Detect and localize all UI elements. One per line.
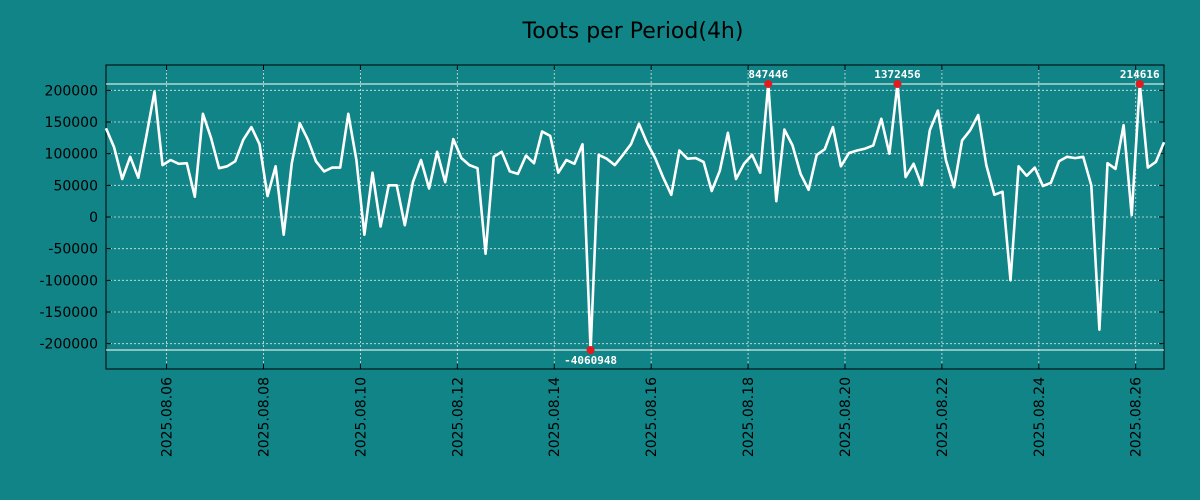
annotations: -4060948 847446 1372456 214616 [564,68,1160,367]
x-tick-label: 2025.08.06 [160,377,176,457]
y-tick-label: 0 [89,210,98,226]
clip-lines [106,83,1164,351]
x-tick-label: 2025.08.08 [256,377,272,457]
grid-lines [106,65,1164,369]
y-tick-label: 200000 [45,83,98,99]
clip-marker [893,80,902,88]
y-tick-label: 50000 [53,178,98,194]
y-tick-label: -50000 [48,242,98,258]
annotation-label: -4060948 [564,354,617,367]
annotation-label: 847446 [748,68,788,81]
x-tick-label: 2025.08.12 [450,377,466,457]
y-tick-label: 150000 [45,115,98,131]
y-axis: 200000 150000 100000 50000 0 -50000 -100000 -15… [40,83,1164,353]
series-line [104,82,1166,352]
y-tick-label: 100000 [45,147,98,163]
annotation-label: 214616 [1120,68,1160,81]
x-tick-label: 2025.08.22 [935,377,951,457]
x-tick-label: 2025.08.14 [547,377,563,457]
x-axis: 2025.08.06 2025.08.08 2025.08.10 2025.08.12… [160,65,1145,457]
x-tick-label: 2025.08.26 [1129,377,1145,457]
x-tick-label: 2025.08.10 [353,377,369,457]
x-tick-label: 2025.08.24 [1032,377,1048,457]
y-tick-label: -200000 [40,337,99,353]
chart-title: Toots per Period(4h) [522,19,744,44]
x-tick-label: 2025.08.18 [741,377,757,457]
y-tick-label: -100000 [40,273,99,289]
x-tick-label: 2025.08.20 [838,377,854,457]
clip-marker [586,346,595,354]
y-tick-label: -150000 [40,305,99,321]
clip-marker [764,80,773,88]
clip-marker [1135,80,1144,88]
x-tick-label: 2025.08.16 [644,377,660,457]
annotation-label: 1372456 [874,68,921,81]
series-group [104,82,1166,352]
